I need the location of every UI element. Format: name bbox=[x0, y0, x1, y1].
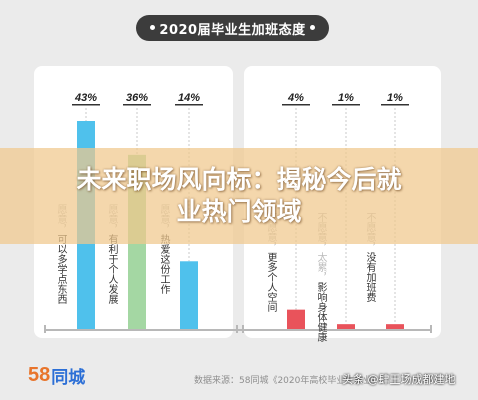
category-text-4: 影响身体健康 bbox=[315, 282, 326, 342]
axis-bracket-mid-right bbox=[242, 325, 244, 333]
value-label-0: 43% bbox=[74, 92, 97, 104]
chart-title: 2020届毕业生加班态度 bbox=[159, 22, 306, 38]
bar-5 bbox=[386, 324, 404, 329]
axis-bracket-right bbox=[430, 325, 432, 333]
value-label-4: 1% bbox=[338, 92, 354, 104]
bar-4 bbox=[337, 324, 355, 329]
logo-text: 同城 bbox=[51, 367, 86, 388]
value-rule-3 bbox=[282, 104, 310, 106]
value-rule-0 bbox=[72, 104, 100, 106]
x-axis-line bbox=[44, 329, 432, 331]
headline-banner: 未来职场风向标：揭秘今后就 业热门领域 bbox=[0, 148, 478, 244]
value-label-5: 1% bbox=[387, 92, 403, 104]
category-text-0: 可以多学点东西 bbox=[55, 234, 66, 304]
brand-logo: 58 同城 bbox=[28, 363, 86, 388]
logo-number: 58 bbox=[28, 363, 51, 386]
axis-bracket-mid-left bbox=[236, 325, 238, 333]
category-text-1: 有利于个人发展 bbox=[106, 234, 117, 304]
bar-3 bbox=[287, 309, 305, 329]
banner-line-1: 未来职场风向标：揭秘今后就 bbox=[76, 165, 402, 194]
value-label-2: 14% bbox=[178, 92, 200, 104]
category-text-5: 没有加班费 bbox=[364, 252, 375, 302]
bar-2 bbox=[180, 261, 198, 329]
chart-title-pill: 2020届毕业生加班态度 bbox=[136, 15, 329, 41]
category-text-2: 热爱这份工作 bbox=[158, 234, 169, 294]
title-dot-left bbox=[150, 25, 155, 30]
value-label-1: 36% bbox=[126, 92, 148, 104]
value-rule-4 bbox=[332, 104, 360, 106]
watermark: 头条 @肆王场成都建地 bbox=[342, 373, 456, 386]
category-label-4: 不愿意，太累，影响身体健康 bbox=[315, 212, 326, 342]
value-label-3: 4% bbox=[287, 92, 304, 104]
category-prefix-4: 不愿意，太累， bbox=[315, 212, 326, 282]
title-dot-right bbox=[310, 25, 315, 30]
value-rule-1 bbox=[123, 104, 151, 106]
data-source: 数据来源：58同城《2020年高校毕业生就业报告》 bbox=[194, 376, 374, 386]
banner-line-2: 业热门领域 bbox=[176, 197, 302, 226]
axis-bracket-left bbox=[44, 325, 46, 333]
value-rule-5 bbox=[381, 104, 409, 106]
value-rule-2 bbox=[175, 104, 203, 106]
category-text-3: 更多个人空间 bbox=[265, 252, 276, 312]
